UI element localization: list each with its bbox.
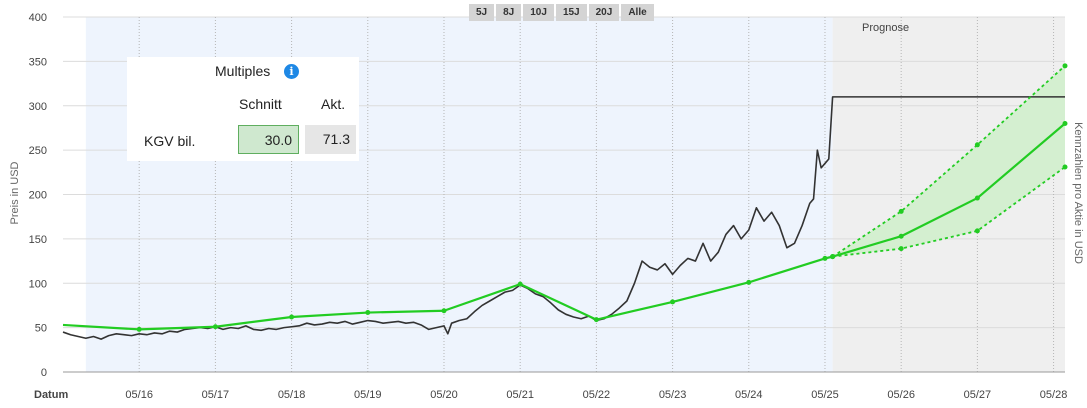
period-button-15j[interactable]: 15J: [555, 4, 587, 21]
y-tick-label: 100: [29, 278, 47, 290]
x-tick-label: 05/22: [583, 389, 611, 401]
period-button-alle[interactable]: Alle: [621, 4, 654, 21]
period-button-8j[interactable]: 8J: [496, 4, 522, 21]
multiples-panel: Multiples i Schnitt Akt. KGV bil. 30.0 7…: [127, 57, 359, 161]
x-tick-label: 05/25: [811, 389, 839, 401]
fair-value-point: [593, 317, 599, 323]
x-tick-label: 05/17: [202, 389, 230, 401]
axis-ticks: 0 50 100 150 200 250 300 350 400 05/16 05/17 05/18 0…: [29, 12, 1068, 401]
forecast-lower-line: [832, 166, 1066, 258]
x-tick-label: 05/19: [354, 389, 382, 401]
x-tick-label: 05/23: [659, 389, 687, 401]
forecast-point: [1062, 164, 1068, 170]
y-tick-label: 50: [35, 323, 47, 335]
forecast-upper-line: [832, 65, 1066, 258]
chart-series: [62, 63, 1068, 340]
x-tick-label: 05/21: [506, 389, 534, 401]
forecast-label: Prognose: [862, 22, 909, 34]
fair-value-point: [136, 326, 142, 332]
fair-value-point: [441, 308, 447, 314]
forecast-point: [898, 246, 904, 252]
kgv-current-value: 71.3: [305, 125, 356, 154]
period-button-5j[interactable]: 5J: [469, 4, 495, 21]
x-tick-label: 05/16: [125, 389, 153, 401]
period-selector: 5J 8J 10J 15J 20J Alle: [469, 4, 654, 21]
fair-value-point: [898, 233, 904, 239]
x-tick-label: 05/27: [964, 389, 992, 401]
row-label-kgv: KGV bil.: [144, 133, 196, 149]
fair-value-point: [365, 310, 371, 316]
multiples-title: Multiples: [215, 63, 271, 79]
period-button-20j[interactable]: 20J: [588, 4, 620, 21]
x-tick-label: 05/20: [430, 389, 458, 401]
forecast-band: [832, 65, 1065, 257]
fair-value-point: [289, 314, 295, 320]
x-tick-label: 05/26: [887, 389, 915, 401]
forecast-point: [1062, 63, 1068, 69]
forecast-point: [974, 228, 980, 234]
fair-value-point: [517, 281, 523, 287]
x-axis-title: Datum: [34, 389, 68, 401]
y-tick-label: 250: [29, 145, 47, 157]
kgv-average-value[interactable]: 30.0: [238, 125, 299, 154]
y-axis-right-title: Kennzahlen pro Aktie in USD: [1072, 122, 1084, 264]
forecast-point: [898, 208, 904, 214]
fair-value-point: [670, 299, 676, 305]
x-tick-label: 05/24: [735, 389, 763, 401]
y-tick-label: 200: [29, 190, 47, 202]
y-tick-label: 300: [29, 101, 47, 113]
info-icon[interactable]: i: [284, 64, 299, 79]
y-tick-label: 400: [29, 12, 47, 24]
fair-value-point: [746, 279, 752, 285]
fair-value-point: [974, 195, 980, 201]
x-tick-label: 05/28: [1040, 389, 1068, 401]
fair-value-point: [822, 255, 828, 261]
fair-value-point: [1062, 121, 1068, 126]
y-axis-left-title: Preis in USD: [9, 161, 21, 224]
period-button-10j[interactable]: 10J: [523, 4, 554, 21]
y-tick-label: 150: [29, 234, 47, 246]
column-header-current: Akt.: [321, 96, 346, 112]
column-header-avg: Schnitt: [239, 96, 282, 112]
forecast-point: [830, 254, 836, 260]
y-tick-label: 0: [41, 367, 47, 379]
x-tick-label: 05/18: [278, 389, 306, 401]
y-tick-label: 350: [29, 56, 47, 68]
fair-value-point: [212, 324, 218, 330]
forecast-point: [974, 142, 980, 148]
